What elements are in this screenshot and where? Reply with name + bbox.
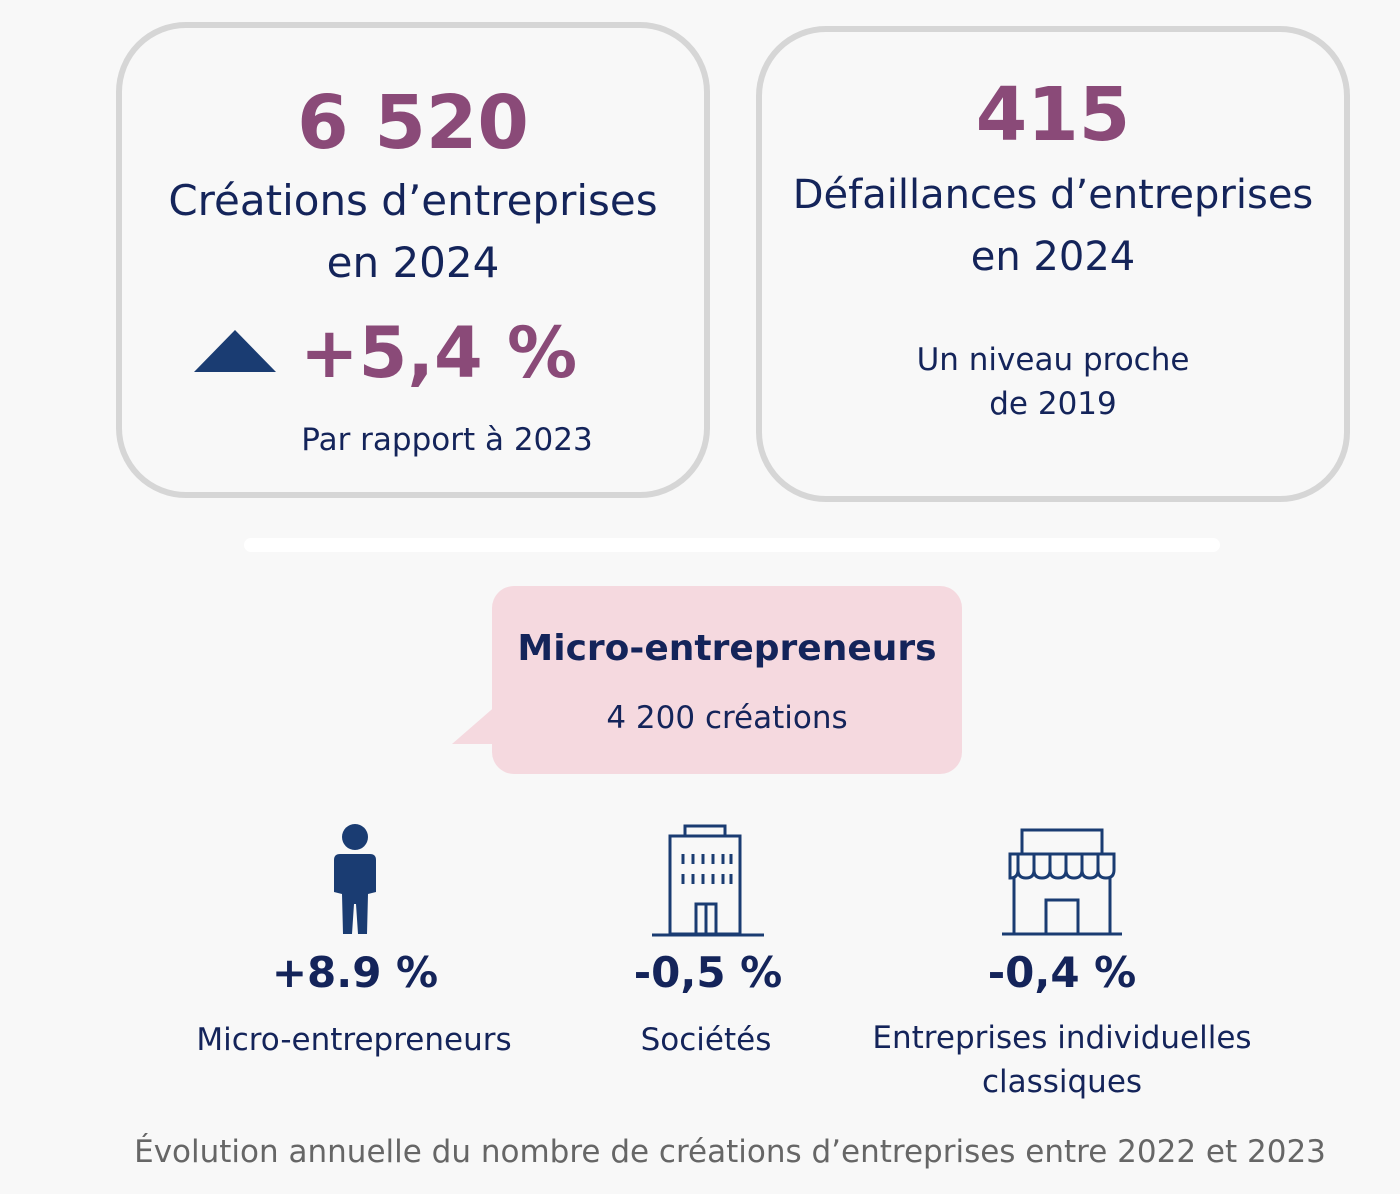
creations-label-line2: en 2024 — [326, 238, 500, 287]
failures-value: 415 — [975, 72, 1131, 158]
callout-title: Micro-entrepreneurs — [517, 628, 937, 669]
ei-label-line2: classiques — [981, 1064, 1143, 1100]
creations-change: +5,4 % — [300, 312, 578, 394]
creations-value: 6 520 — [297, 80, 529, 166]
micro-label: Micro-entrepreneurs — [196, 1022, 512, 1058]
failures-label-line2: en 2024 — [970, 234, 1136, 280]
building-icon — [652, 824, 764, 937]
divider — [244, 538, 1220, 552]
shop-icon — [1002, 828, 1122, 936]
societes-change: -0,5 % — [633, 948, 783, 997]
person-icon — [334, 824, 376, 934]
failures-label-line1: Défaillances d’entreprises — [792, 172, 1314, 218]
callout-body — [492, 586, 962, 774]
creations-card: 6 520 Créations d’entreprises en 2024 +5… — [116, 22, 710, 498]
societes-label: Sociétés — [640, 1022, 772, 1058]
failures-card: 415 Défaillances d’entreprises en 2024 U… — [756, 26, 1350, 502]
up-triangle-icon — [194, 330, 276, 372]
creations-change-note: Par rapport à 2023 — [301, 422, 593, 458]
micro-callout: Micro-entrepreneurs 4 200 créations — [450, 586, 966, 776]
ei-label-line1: Entreprises individuelles — [872, 1020, 1252, 1056]
footer-caption: Évolution annuelle du nombre de création… — [134, 1134, 1326, 1170]
callout-tail — [452, 704, 500, 744]
failures-note-line2: de 2019 — [989, 386, 1117, 422]
ei-change: -0,4 % — [987, 948, 1137, 997]
callout-subtitle: 4 200 créations — [606, 700, 848, 736]
creations-label-line1: Créations d’entreprises — [168, 176, 658, 225]
failures-note-line1: Un niveau proche — [916, 342, 1190, 378]
micro-change: +8.9 % — [271, 948, 439, 997]
